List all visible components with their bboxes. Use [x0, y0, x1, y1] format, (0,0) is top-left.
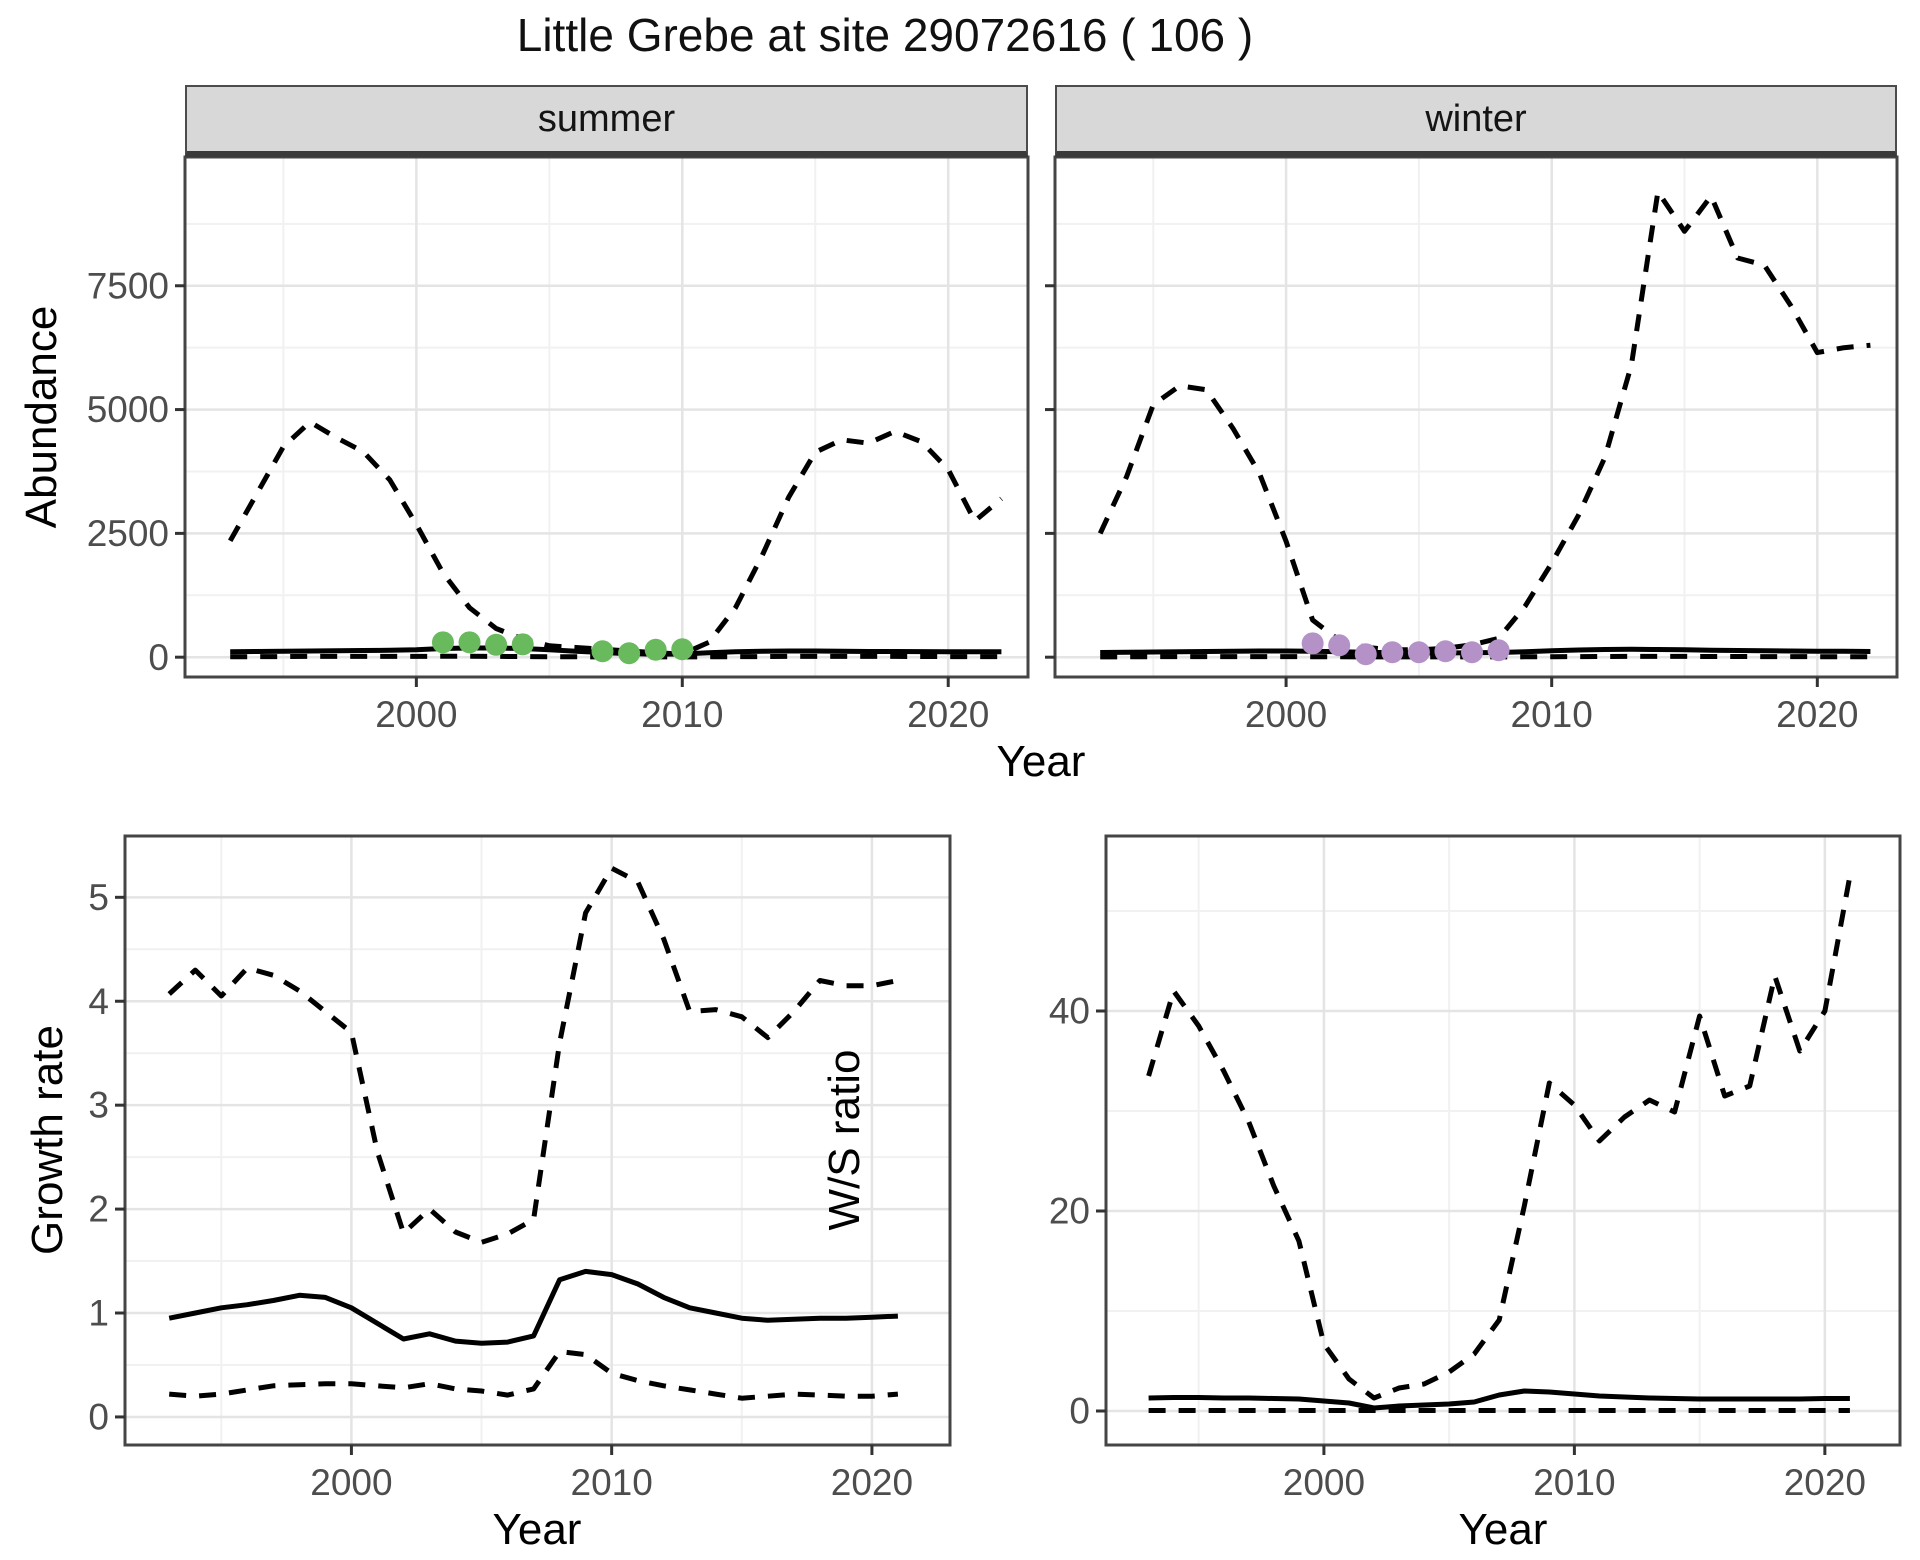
series-upper-95ci: [228, 419, 1004, 657]
y-tick-label: 20: [1049, 1191, 1090, 1232]
growth-rate-axis-title: Growth rate: [23, 1025, 72, 1255]
panel-border: [123, 834, 952, 1447]
y-tick-label: 40: [1049, 991, 1090, 1032]
series-lower-95ci: [1100, 653, 1871, 660]
observed-point: [591, 640, 614, 663]
observed-point: [485, 633, 508, 656]
y-tick-label: 2500: [87, 513, 169, 554]
x-tick-label: 2020: [907, 694, 989, 735]
panel-border: [1104, 834, 1902, 1447]
x-tick-label: 2000: [375, 694, 457, 735]
observed-point: [1354, 643, 1377, 666]
series-median: [168, 1268, 899, 1346]
ws-year-axis-title: Year: [1458, 1505, 1548, 1554]
y-tick-label: 4: [88, 981, 109, 1022]
facet-strip-winter-label: winter: [1425, 97, 1527, 140]
y-tick-label: 0: [148, 637, 169, 678]
observed-point: [431, 631, 454, 654]
x-tick-label: 2010: [1511, 694, 1593, 735]
x-tick-label: 2020: [1784, 1462, 1866, 1503]
x-tick-label: 2010: [571, 1462, 653, 1503]
x-tick-label: 2000: [310, 1462, 392, 1503]
x-tick-label: 2010: [1533, 1462, 1615, 1503]
series-lower-95ci: [168, 1349, 899, 1401]
observed-point: [644, 638, 667, 661]
x-tick-label: 2000: [1283, 1462, 1365, 1503]
series-median: [230, 645, 1002, 657]
observed-point: [671, 638, 694, 661]
ws-ratio-axis-title: W/S ratio: [820, 1049, 869, 1231]
observed-point: [1434, 640, 1457, 663]
y-tick-label: 1: [88, 1293, 109, 1334]
top-year-axis-title: Year: [996, 737, 1086, 786]
observed-point: [1381, 641, 1404, 664]
series-upper-95ci: [1146, 875, 1853, 1401]
y-tick-label: 5000: [87, 389, 169, 430]
y-tick-label: 0: [1069, 1391, 1090, 1432]
observed-point: [511, 633, 534, 656]
series-upper-95ci: [167, 865, 899, 1245]
y-tick-label: 3: [88, 1085, 109, 1126]
y-tick-label: 0: [88, 1397, 109, 1438]
growth-year-axis-title: Year: [492, 1505, 582, 1554]
observed-point: [1407, 641, 1430, 664]
x-tick-label: 2020: [1776, 694, 1858, 735]
panel-abundance-winter: 2000 2010 2020: [1045, 155, 1899, 735]
x-tick-label: 2010: [641, 694, 723, 735]
observed-point: [618, 642, 641, 665]
panel-abundance-summer: 2000 2010 2020 0 2500 5000 7500: [87, 155, 1030, 735]
panel-border: [183, 155, 1030, 679]
facet-strip-winter: winter: [1055, 85, 1897, 157]
x-tick-label: 2020: [831, 1462, 913, 1503]
facet-strip-summer-label: summer: [537, 97, 676, 140]
observed-point: [1487, 639, 1510, 662]
y-tick-label: 2: [88, 1189, 109, 1230]
y-tick-label: 5: [88, 877, 109, 918]
x-tick-label: 2000: [1245, 694, 1327, 735]
observed-point: [1461, 641, 1484, 664]
y-tick-label: 7500: [87, 265, 169, 306]
figure-title: Little Grebe at site 29072616 ( 106 ): [516, 9, 1254, 61]
series-upper-95ci: [1097, 189, 1871, 653]
observed-point: [1328, 634, 1351, 657]
panel-border: [1053, 155, 1899, 679]
facet-strip-summer: summer: [185, 85, 1028, 157]
panel-ws-ratio: 2000 2010 2020 0 20 40: [1049, 834, 1902, 1503]
observed-point: [458, 631, 481, 654]
panel-growth-rate: 2000 2010 2020 0 1 2 3 4 5: [88, 834, 952, 1503]
observed-point: [1301, 632, 1324, 655]
series-median: [1100, 646, 1871, 656]
series-lower-95ci: [230, 653, 1002, 660]
abundance-axis-title: Abundance: [17, 305, 66, 529]
series-median: [1148, 1388, 1850, 1411]
